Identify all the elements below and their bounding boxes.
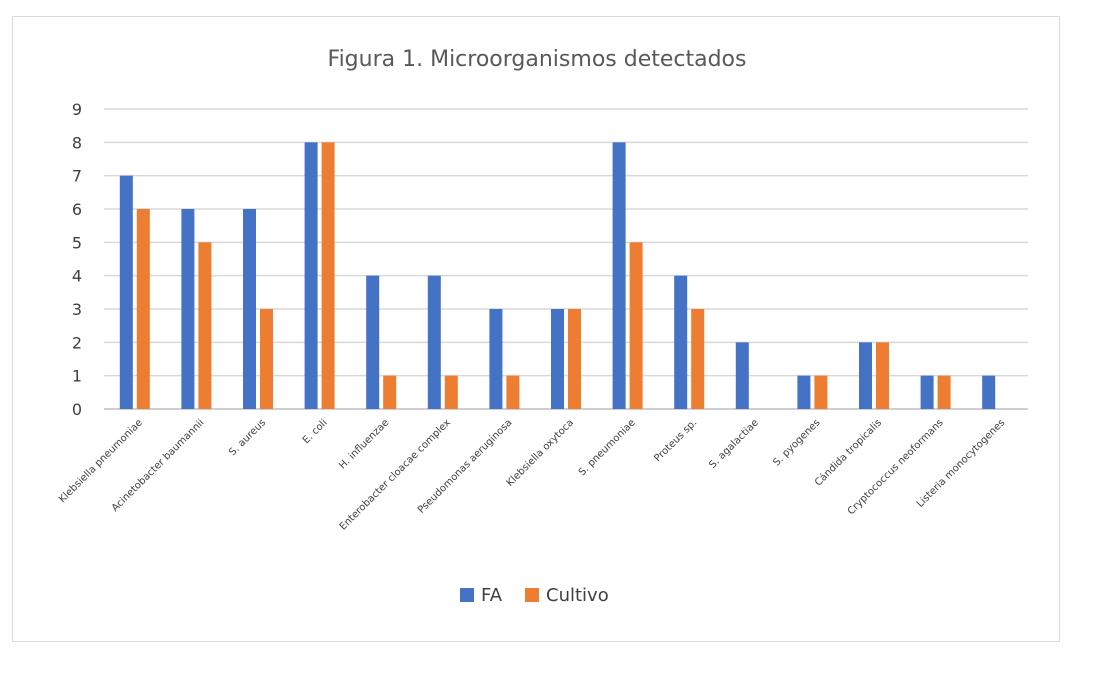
y-tick-label: 6 [72, 200, 82, 219]
bar-cultivo [814, 375, 828, 409]
bar-cultivo [691, 309, 705, 409]
y-tick-label: 1 [72, 367, 82, 386]
y-tick-label: 5 [72, 233, 82, 252]
bar-fa [735, 342, 749, 409]
bar-cultivo [383, 375, 397, 409]
bar-fa [427, 275, 441, 409]
bar-fa [119, 175, 133, 409]
bar-fa [366, 275, 380, 409]
bar-cultivo [444, 375, 458, 409]
y-tick-label: 9 [72, 100, 82, 119]
y-tick-label: 0 [72, 400, 82, 419]
chart-title: Figura 1. Microorganismos detectados [328, 47, 747, 72]
legend-swatch [525, 588, 539, 602]
y-tick-label: 3 [72, 300, 82, 319]
legend: FA Cultivo [460, 585, 609, 606]
bar-fa [612, 142, 626, 409]
y-tick-label: 7 [72, 167, 82, 186]
y-tick-label: 4 [72, 267, 82, 286]
bar-fa [243, 209, 256, 409]
y-axis-ticks: 0 1 2 3 4 5 6 7 8 9 [72, 100, 82, 419]
bar-fa [551, 309, 564, 409]
legend-label: FA [481, 585, 503, 606]
bar-fa [982, 375, 996, 409]
gridlines [104, 108, 1028, 410]
bar-cultivo [506, 375, 520, 409]
y-tick-label: 2 [72, 333, 82, 352]
bar-fa [859, 342, 872, 409]
bar-chart: Figura 1. Microorganismos detectados 0 1 2… [12, 16, 1060, 642]
bar-fa [920, 375, 934, 409]
bar-cultivo [568, 309, 581, 409]
bar-cultivo [136, 209, 150, 409]
legend-label: Cultivo [546, 585, 609, 606]
bar-fa [489, 309, 503, 409]
bar-fa [181, 209, 195, 409]
bar-cultivo [629, 242, 643, 409]
bar-fa [674, 275, 688, 409]
chart-border [12, 16, 1060, 642]
legend-swatch [460, 588, 474, 602]
y-tick-label: 8 [72, 133, 82, 152]
chart-frame: Figura 1. Microorganismos detectados 0 1 2… [12, 16, 1060, 642]
bar-fa [797, 375, 811, 409]
bar-cultivo [937, 375, 951, 409]
bar-fa [304, 142, 318, 409]
bar-cultivo [321, 142, 335, 409]
bar-cultivo [260, 309, 273, 409]
bar-cultivo [198, 242, 212, 409]
bar-cultivo [876, 342, 889, 409]
bars [119, 142, 996, 409]
